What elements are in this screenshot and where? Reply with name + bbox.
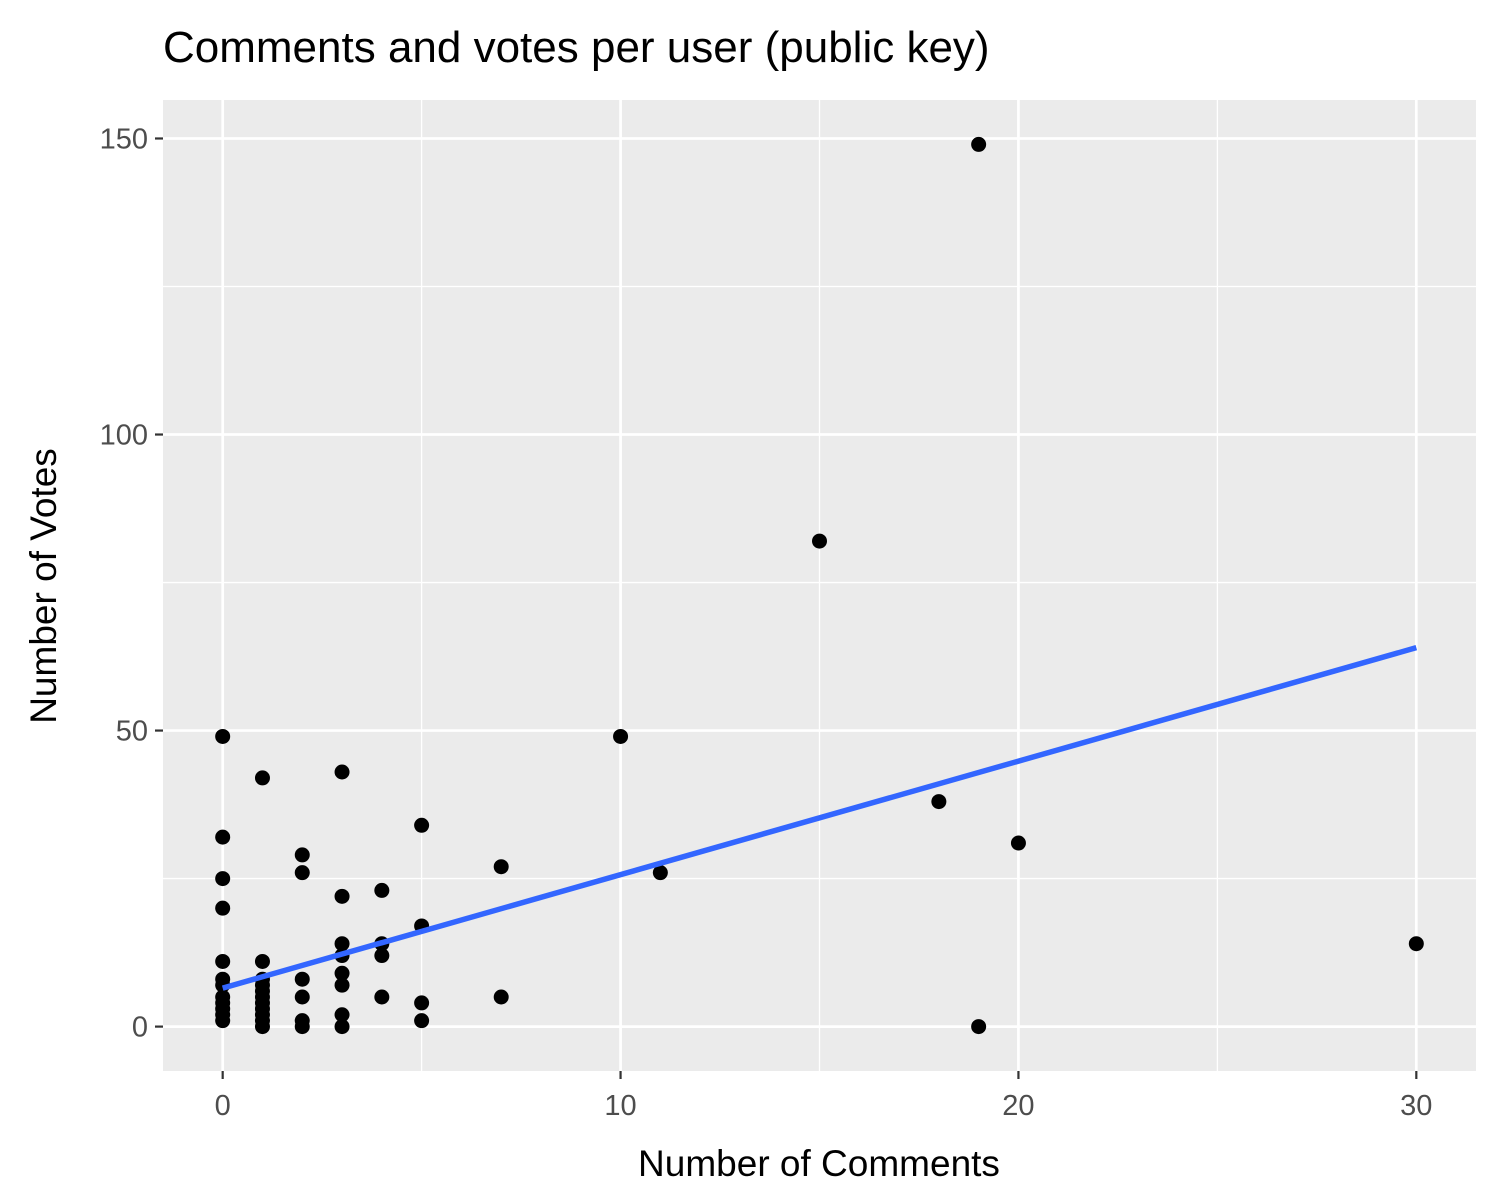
data-point <box>254 953 270 969</box>
trend-line <box>221 645 1418 991</box>
data-point <box>294 1019 310 1035</box>
data-point <box>971 1019 987 1035</box>
data-point <box>215 829 231 845</box>
chart-title: Comments and votes per user (public key) <box>163 23 990 72</box>
x-axis-title: Number of Comments <box>638 1143 1000 1184</box>
data-point <box>493 859 509 875</box>
x-tick-label: 30 <box>1400 1090 1432 1122</box>
y-axis-title: Number of Votes <box>23 448 64 724</box>
data-point <box>374 989 390 1005</box>
data-point <box>1010 835 1026 851</box>
x-tick-label: 20 <box>1002 1090 1034 1122</box>
data-point <box>334 764 350 780</box>
data-point <box>493 989 509 1005</box>
x-tick-label: 0 <box>215 1090 231 1122</box>
x-tick-label: 10 <box>604 1090 636 1122</box>
data-point <box>294 989 310 1005</box>
data-point <box>334 936 350 952</box>
data-point <box>334 977 350 993</box>
data-point <box>294 971 310 987</box>
data-point <box>971 136 987 152</box>
data-point <box>215 953 231 969</box>
data-point <box>414 1013 430 1029</box>
data-point <box>374 948 390 964</box>
data-point <box>334 1007 350 1023</box>
data-point <box>374 882 390 898</box>
data-point <box>215 900 231 916</box>
data-point <box>334 965 350 981</box>
y-tick-label: 150 <box>100 123 148 155</box>
data-point <box>414 817 430 833</box>
data-point <box>414 995 430 1011</box>
data-point <box>334 1019 350 1035</box>
data-point <box>334 888 350 904</box>
data-point <box>254 770 270 786</box>
data-point <box>1408 936 1424 952</box>
data-point <box>215 871 231 887</box>
data-point <box>931 794 947 810</box>
data-point <box>294 865 310 881</box>
data-point <box>254 1019 270 1035</box>
y-tick-label: 100 <box>100 420 148 452</box>
y-axis-ticks: 0 50 100 150 <box>100 123 163 1044</box>
data-point <box>294 847 310 863</box>
data-point <box>215 1013 231 1029</box>
data-point <box>613 728 629 744</box>
data-point <box>812 533 827 549</box>
data-point <box>652 865 668 881</box>
minor-gridlines <box>163 100 1476 1071</box>
data-point <box>215 728 231 744</box>
x-axis-ticks: 0 10 20 30 <box>215 1071 1432 1122</box>
trend-line-group <box>221 645 1418 991</box>
y-tick-label: 50 <box>116 716 148 748</box>
y-tick-label: 0 <box>132 1012 148 1044</box>
